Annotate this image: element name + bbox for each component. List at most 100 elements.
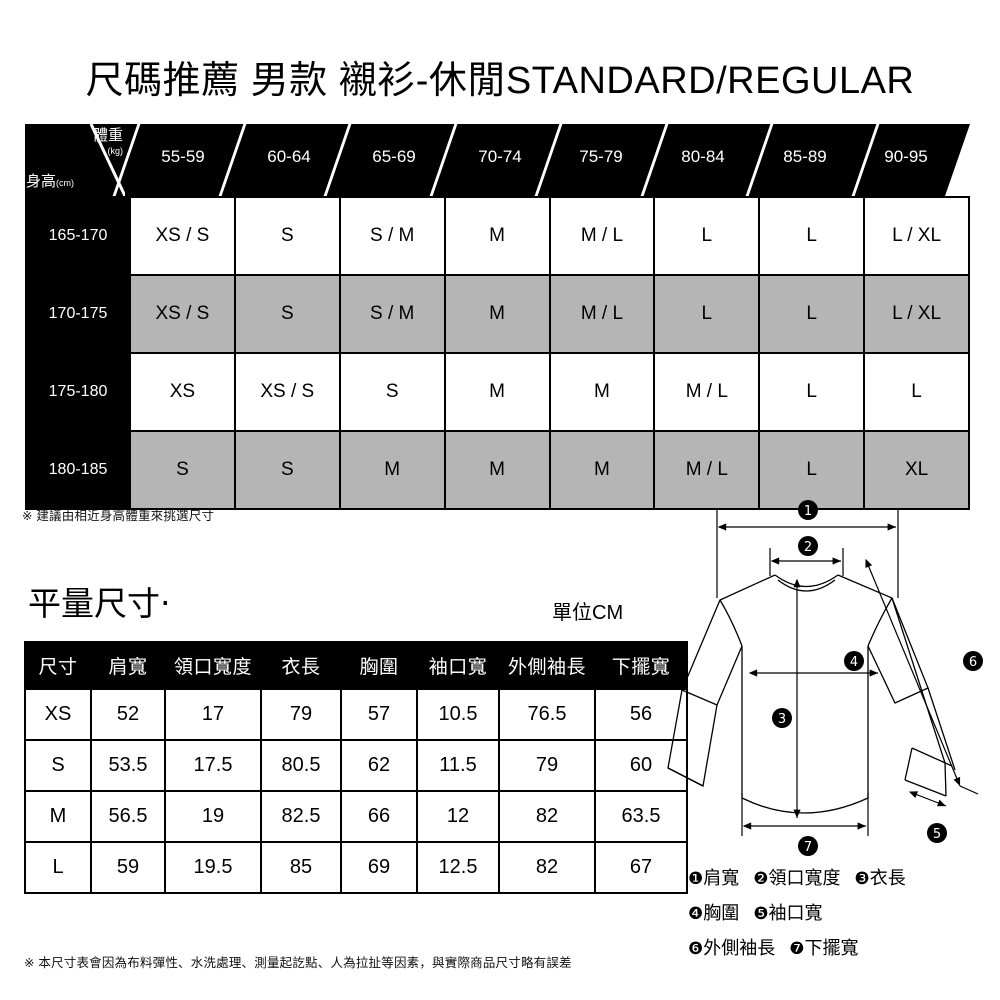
legend-label-1: 肩寬: [703, 868, 740, 888]
marker-7-label: 7: [804, 840, 812, 855]
legend-label-2: 領口寬度: [768, 868, 841, 888]
size-cell: M: [443, 196, 551, 276]
shirt-outline-icon: [667, 574, 956, 814]
dimension-hem-width: [741, 793, 869, 836]
size-cell: L: [758, 196, 866, 276]
legend-item-cuff-width: ❺袖口寬: [753, 903, 822, 924]
table-row: XS 52 17 79 57 10.5 76.5 56: [24, 688, 688, 741]
measure-cell: 82: [498, 790, 596, 843]
marker-7-badge: [798, 836, 818, 856]
legend-label-6: 外側袖長: [703, 938, 776, 958]
diagram-legend: ❶肩寬 ❷領口寬度 ❸衣長 ❹胸圍 ❺袖口寬 ❻外側袖長 ❼下擺寬: [688, 861, 1000, 966]
measure-cell: 56: [594, 688, 688, 741]
corner-diagonal-divider-icon: [89, 124, 125, 196]
page-title: 尺碼推薦 男款 襯衫-休閒STANDARD/REGULAR: [85, 60, 915, 102]
size-cell: L: [758, 430, 866, 510]
measure-cell: 82.5: [260, 790, 342, 843]
weight-column-header: 70-74: [478, 147, 522, 166]
legend-label-3: 衣長: [869, 868, 906, 888]
legend-num-6: ❻: [688, 939, 704, 959]
column-header-neck-width: 領口寬度: [164, 641, 262, 690]
size-cell: S: [129, 430, 236, 510]
size-cell: L: [758, 352, 866, 432]
legend-item-hem-width: ❼下擺寬: [789, 938, 858, 959]
size-cell: L / XL: [863, 196, 970, 276]
table-row: 180-185 S S M M M M / L L XL: [25, 430, 970, 510]
weight-column-header: 85-89: [783, 147, 827, 166]
size-cell: XS / S: [129, 274, 236, 354]
flat-measurement-title: 平量尺寸‧: [28, 585, 171, 622]
height-range-cell: 175-180: [25, 352, 131, 432]
header-background: [25, 124, 970, 196]
measure-cell: 10.5: [416, 688, 500, 741]
size-table-body: 165-170 XS / S S S / M M M / L L L L / X…: [25, 196, 970, 510]
measure-cell: 17: [164, 688, 262, 741]
garment-measurement-diagram: 1 2 3 4 5 6: [660, 498, 1000, 863]
size-cell: M: [443, 274, 551, 354]
marker-6-label: 6: [969, 655, 977, 670]
size-chart-note: ※ 建議由相近身高體重來挑選尺寸: [22, 509, 215, 523]
measure-cell: 59: [90, 841, 166, 894]
table-row: L 59 19.5 85 69 12.5 82 67: [24, 841, 688, 894]
legend-num-7: ❼: [789, 939, 805, 959]
size-cell: M: [548, 352, 656, 432]
dimension-neck-width: [769, 548, 844, 576]
dimension-outer-sleeve-length: [865, 558, 979, 795]
marker-3-badge: [772, 708, 792, 728]
size-cell: S / M: [338, 274, 446, 354]
legend-item-chest: ❹胸圍: [688, 903, 739, 924]
size-cell: XL: [863, 430, 970, 510]
marker-1-badge: [798, 500, 818, 520]
marker-4-label: 4: [850, 655, 858, 670]
marker-6-badge: [963, 651, 983, 671]
measure-cell: 52: [90, 688, 166, 741]
size-cell: L: [758, 274, 866, 354]
marker-4-badge: [844, 651, 864, 671]
dimension-cuff-width: [908, 791, 947, 807]
weight-unit: (kg): [107, 146, 124, 156]
measure-cell: 67: [594, 841, 688, 894]
measure-cell: 60: [594, 739, 688, 792]
height-range-cell: 170-175: [25, 274, 131, 354]
size-cell: L: [653, 196, 761, 276]
size-cell: S: [233, 430, 341, 510]
weight-column-header: 65-69: [372, 147, 416, 166]
measure-cell: 56.5: [90, 790, 166, 843]
size-cell: S: [233, 196, 341, 276]
measure-cell: 63.5: [594, 790, 688, 843]
size-cell: M: [338, 430, 446, 510]
measure-cell: 12.5: [416, 841, 500, 894]
table-row: M 56.5 19 82.5 66 12 82 63.5: [24, 790, 688, 843]
size-label-cell: L: [24, 841, 92, 894]
height-text: 身高: [26, 173, 57, 190]
table-row: 165-170 XS / S S S / M M M / L L L L / X…: [25, 196, 970, 276]
marker-5-label: 5: [933, 827, 941, 842]
size-label-cell: XS: [24, 688, 92, 741]
column-header-size: 尺寸: [24, 641, 92, 690]
size-cell: L: [653, 274, 761, 354]
size-cell: S / M: [338, 196, 446, 276]
marker-3-label: 3: [778, 712, 786, 727]
size-cell: M: [548, 430, 656, 510]
measure-cell: 66: [340, 790, 418, 843]
legend-num-4: ❹: [688, 904, 704, 924]
column-header-shoulder: 肩寬: [90, 641, 166, 690]
unit-label: 單位CM: [552, 602, 624, 624]
header-corner-cell: 體重 (kg) 身高(cm): [25, 124, 125, 196]
legend-row: ❹胸圍 ❺袖口寬: [688, 896, 1000, 931]
legend-item-neck-width: ❷領口寬度: [753, 868, 841, 889]
height-range-cell: 180-185: [25, 430, 131, 510]
legend-num-3: ❸: [854, 869, 870, 889]
column-header-cuff-width: 袖口寬: [416, 641, 500, 690]
height-range-cell: 165-170: [25, 196, 131, 276]
measure-cell: 62: [340, 739, 418, 792]
corner-height-label: 身高(cm): [26, 174, 74, 191]
marker-1-label: 1: [804, 504, 812, 519]
measure-cell: 80.5: [260, 739, 342, 792]
size-cell: M / L: [548, 274, 656, 354]
size-cell: M / L: [653, 430, 761, 510]
measure-cell: 57: [340, 688, 418, 741]
size-cell: S: [233, 274, 341, 354]
measure-cell: 69: [340, 841, 418, 894]
column-header-hem-width: 下擺寬: [594, 641, 688, 690]
